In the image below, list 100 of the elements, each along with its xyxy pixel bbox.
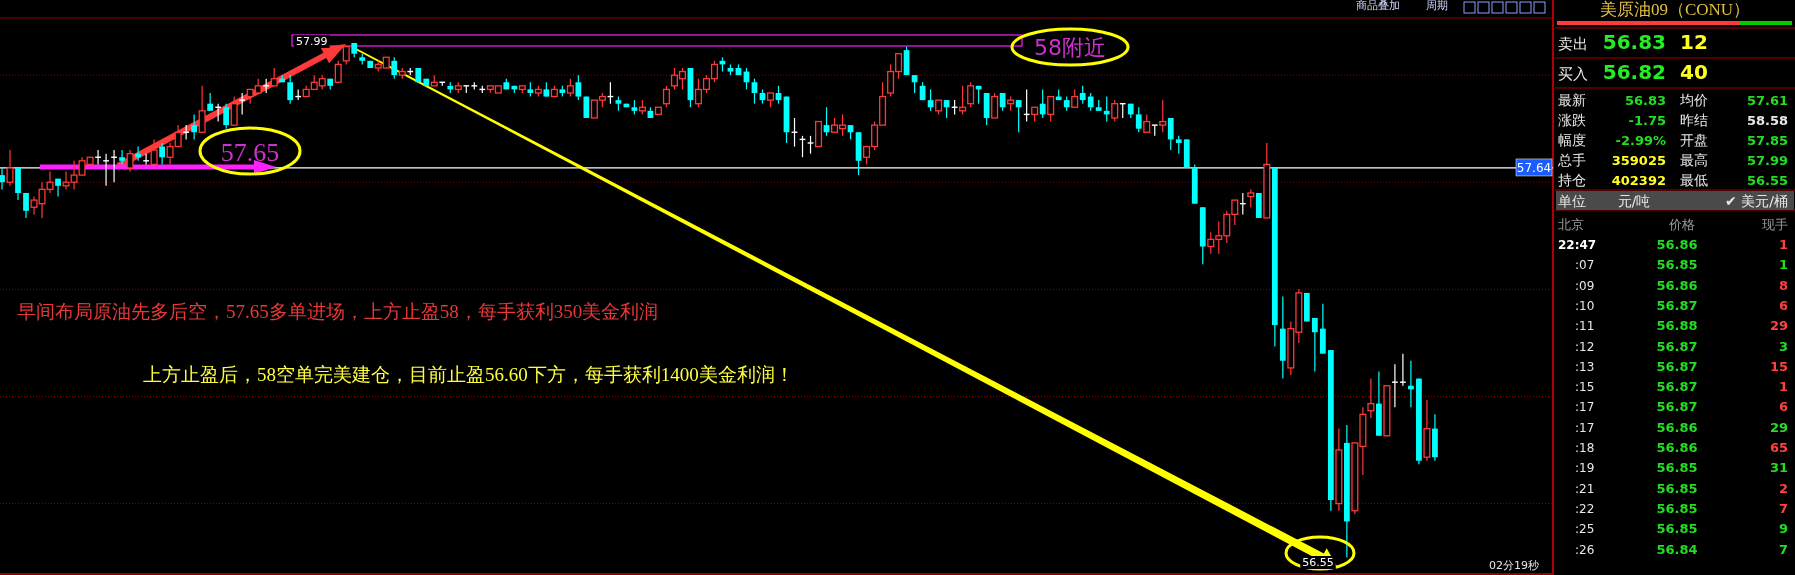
- annotation: 02分19秒: [1489, 559, 1539, 572]
- text: 美原油09（CONU）: [1599, 0, 1751, 19]
- text: 56.86: [1656, 440, 1698, 455]
- text: 56.86: [1656, 419, 1698, 435]
- candlestick: [1047, 95, 1055, 123]
- text: 15: [1769, 358, 1788, 374]
- text: :11: [1575, 319, 1595, 334]
- candlestick: [287, 74, 294, 105]
- text: 7: [1778, 500, 1788, 516]
- candlestick: [102, 153, 110, 187]
- text: 56.55: [1746, 173, 1788, 188]
- text: 56.87: [1656, 358, 1698, 374]
- text: 幅度: [1558, 132, 1586, 148]
- text: 持仓: [1558, 172, 1586, 188]
- text: :21: [1575, 481, 1595, 496]
- text: -2.99%: [1615, 133, 1666, 148]
- text: 56.83: [1624, 93, 1666, 108]
- text: 402392: [1611, 173, 1666, 188]
- annotation: 57.99: [296, 35, 328, 48]
- text: :22: [1575, 501, 1595, 516]
- annotation: 早间布局原油先多后空，57.65多单进场，上方止盈58，每手获利350美金利润: [17, 301, 659, 322]
- text: 价格: [1668, 217, 1695, 232]
- text: 56.82: [1602, 60, 1666, 84]
- candlestick: [23, 192, 29, 219]
- text: 56.85: [1656, 500, 1698, 516]
- candlestick: [967, 81, 975, 108]
- text: 北京: [1558, 217, 1584, 232]
- text: 359025: [1611, 153, 1666, 168]
- text: 1: [1778, 257, 1788, 273]
- text: 1: [1778, 379, 1788, 395]
- text: 29: [1769, 419, 1788, 435]
- text: 56.87: [1656, 399, 1698, 415]
- text: 56.87: [1656, 379, 1698, 395]
- candlestick: [991, 92, 999, 119]
- annotation: 上方止盈后，58空单完美建仓，目前止盈56.60下方，每手获利1400美金利润！: [143, 364, 794, 385]
- text: 买入: [1558, 65, 1588, 83]
- text: 1: [1778, 237, 1788, 252]
- candlestick: [1311, 317, 1318, 373]
- text: 40: [1680, 60, 1708, 84]
- text: 最高: [1680, 152, 1708, 168]
- text: -1.75: [1628, 113, 1666, 128]
- text: 2: [1778, 480, 1788, 496]
- text: 57.99: [1746, 153, 1788, 168]
- text: 56.87: [1656, 338, 1698, 354]
- text: :18: [1575, 441, 1595, 455]
- annotation: 57.65: [220, 138, 280, 167]
- text: 7: [1778, 541, 1788, 557]
- candlestick: [6, 149, 14, 187]
- text: 最低: [1680, 172, 1708, 188]
- text: 56.85: [1656, 480, 1698, 496]
- text: 58.58: [1746, 113, 1788, 128]
- candlestick: [1039, 88, 1046, 119]
- text: 56.87: [1656, 297, 1698, 313]
- candlestick: [119, 149, 125, 165]
- text: 56.85: [1656, 521, 1698, 537]
- annotation: 58附近: [1034, 35, 1106, 60]
- text: 56.84: [1656, 541, 1698, 557]
- text: 最新: [1558, 92, 1586, 108]
- candlestick: [126, 149, 134, 173]
- candlestick: [238, 92, 246, 115]
- candlestick: [575, 74, 582, 101]
- candlestick: [1159, 99, 1167, 133]
- candlestick: [1391, 363, 1399, 408]
- text: :17: [1575, 420, 1595, 435]
- text: 6: [1778, 399, 1788, 415]
- text: 56.85: [1656, 460, 1698, 476]
- candlestick: [391, 56, 398, 80]
- text: 均价: [1679, 92, 1708, 108]
- candlestick: [1111, 99, 1119, 123]
- candlestick: [223, 103, 230, 130]
- candlestick: [150, 138, 158, 166]
- text: 涨跌: [1558, 112, 1586, 128]
- text: 56.88: [1656, 318, 1698, 334]
- text: 昨结: [1680, 112, 1708, 128]
- text: 8: [1778, 277, 1788, 293]
- text: :15: [1575, 380, 1595, 395]
- text: :26: [1575, 542, 1595, 557]
- text: 总手: [1557, 152, 1586, 168]
- text: 65: [1769, 440, 1788, 455]
- text: :09: [1575, 278, 1595, 293]
- candlestick: [142, 153, 150, 165]
- text: :25: [1575, 522, 1595, 537]
- text: 9: [1778, 521, 1788, 537]
- text: 元/吨: [1617, 193, 1651, 209]
- annotation: 商品叠加: [1356, 0, 1400, 12]
- annotation: 56.55: [1302, 556, 1334, 569]
- text: 22:47: [1558, 238, 1597, 252]
- text: 3: [1778, 338, 1788, 354]
- text: 单位: [1558, 193, 1586, 209]
- text: :07: [1575, 258, 1595, 273]
- annotation: 周期: [1426, 0, 1448, 12]
- text: 31: [1769, 460, 1788, 476]
- candlestick: [1135, 106, 1142, 133]
- candlestick: [207, 92, 214, 112]
- text: :10: [1575, 298, 1595, 313]
- candlestick: [198, 85, 206, 133]
- candlestick: [662, 85, 670, 108]
- text: 开盘: [1680, 132, 1708, 148]
- text: ✔ 美元/桶: [1725, 193, 1788, 209]
- text: 56.85: [1656, 257, 1698, 273]
